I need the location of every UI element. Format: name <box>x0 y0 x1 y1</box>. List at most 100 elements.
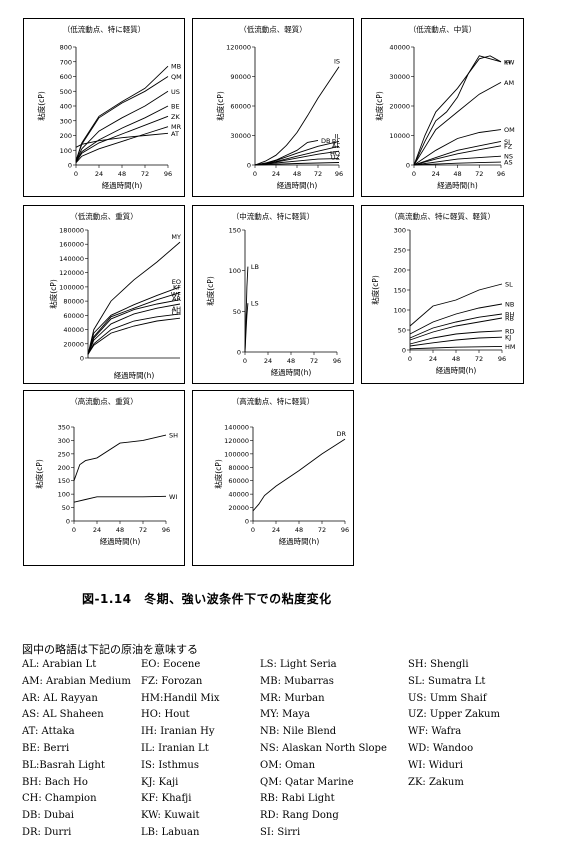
series-label: DR <box>336 430 346 438</box>
y-axis-label: 粘度(cP) <box>374 91 384 121</box>
chart-panel-2: （低流動点、軽質） 0 30000 60000 90000 120000 0 24 48 72 96… <box>192 18 354 197</box>
legend-column-4: SH: Shengli SL: Sumatra Lt US: Umm Shaif UZ… <box>408 657 500 791</box>
legend-entry: BL:Basrah Light <box>22 759 105 771</box>
y-tick-label: 120000 <box>226 44 251 52</box>
series-label: WF <box>171 291 181 299</box>
x-tick-label: 72 <box>141 170 149 178</box>
series-line-US <box>75 90 169 162</box>
series-label: WI <box>169 493 177 501</box>
y-axis-label: 粘度(cP) <box>213 459 223 489</box>
y-tick-label: 300 <box>60 117 72 125</box>
series-line-DR <box>252 438 346 512</box>
x-tick-label: 48 <box>118 170 126 178</box>
y-axis-label: 粘度(cP) <box>205 276 215 306</box>
y-tick-label: 120000 <box>224 437 249 445</box>
series-label: IS <box>334 58 340 66</box>
series-label: KJ <box>505 334 511 342</box>
series-line-SH <box>73 434 167 481</box>
y-tick-label: 140000 <box>59 255 84 263</box>
x-tick-label: 0 <box>72 526 76 534</box>
x-axis-label: 経過時間(h) <box>436 365 477 375</box>
legend-entry: AM: Arabian Medium <box>22 675 131 687</box>
legend-entry: MY: Maya <box>260 709 310 721</box>
x-axis-label: 経過時間(h) <box>271 367 312 377</box>
series-label: SH <box>169 432 178 440</box>
legend-entry: RB: Rabi Light <box>260 793 335 805</box>
legend-entry: SH: Shengli <box>408 659 469 670</box>
y-tick-label: 50 <box>233 308 241 316</box>
series-label: KF <box>173 284 181 292</box>
series-line-MR <box>75 126 169 164</box>
chart-panel-7: （高流動点、重質） 0 50 100 150 200 250 300 350 0 24 48 72 96 経… <box>23 390 185 566</box>
legend-entry: AR: AL Rayyan <box>22 692 98 704</box>
y-tick-label: 500 <box>60 88 72 96</box>
x-tick-label: 72 <box>139 526 147 534</box>
chart-title: （中流動点、特に軽質） <box>232 211 315 221</box>
series-label: NS <box>504 153 513 161</box>
y-tick-label: 80000 <box>228 464 249 472</box>
series-label: BL <box>332 137 340 145</box>
legend-entry: WD: Wandoo <box>408 742 474 754</box>
series-line-AS <box>413 161 502 166</box>
series-label: MB <box>171 63 181 71</box>
legend-entry: CH: Champion <box>22 793 97 805</box>
series-line-AT <box>75 132 169 148</box>
chart-panel-3: （低流動点、中質） 0 10000 20000 30000 40000 0 24 48 72 96 経… <box>361 18 524 197</box>
y-tick-label: 200 <box>58 464 70 472</box>
series-label: OM <box>504 126 515 134</box>
legend-entry: WI: Widuri <box>408 759 463 771</box>
x-tick-label: 48 <box>295 526 303 534</box>
series-label: MR <box>171 123 182 131</box>
x-tick-label: 48 <box>453 170 461 178</box>
series-line-QM <box>75 76 169 161</box>
y-tick-label: 800 <box>60 44 72 52</box>
series-line-LS <box>244 303 249 353</box>
x-tick-label: 0 <box>253 170 257 178</box>
legend-entry: DR: Durri <box>22 826 72 838</box>
series-line-KJ <box>409 336 503 347</box>
x-tick-label: 96 <box>164 170 172 178</box>
chart-svg-8: （高流動点、特に軽質） 0 20000 40000 60000 80000 100000 12… <box>213 396 349 546</box>
x-tick-label: 0 <box>412 170 416 178</box>
legend-entry: BE: Berri <box>22 742 70 754</box>
chart-panel-5: （中流動点、特に軽質） 0 50 100 150 0 24 48 72 96 経過時間(h) 粘度(c… <box>192 205 354 384</box>
series-label: BE <box>171 103 180 111</box>
chart-panel-1: （低流動点、特に軽質） 0 100 200 300 400 500 600 700 800 0 24 4… <box>23 18 185 197</box>
y-tick-label: 100 <box>60 147 72 155</box>
series-line-IS <box>254 66 340 166</box>
series-label: AR <box>172 295 181 303</box>
y-tick-label: 100000 <box>59 283 84 291</box>
x-tick-label: 96 <box>497 170 505 178</box>
x-axis-label: 経過時間(h) <box>114 370 155 380</box>
series-line-WF <box>87 299 181 355</box>
series-label: EO <box>172 278 181 286</box>
y-tick-label: 120000 <box>59 269 84 277</box>
legend-entry: IS: Isthmus <box>141 759 199 771</box>
x-tick-label: 96 <box>498 355 506 363</box>
chart-title: （低流動点、重質） <box>70 211 138 221</box>
series-label: AM <box>504 79 514 87</box>
series-line-IH <box>413 55 502 166</box>
legend-entry: OM: Oman <box>260 759 316 771</box>
y-tick-label: 0 <box>237 349 241 357</box>
y-tick-label: 60000 <box>63 312 84 320</box>
legend-entry: IL: Iranian Lt <box>141 742 209 754</box>
y-axis-label: 粘度(cP) <box>370 275 380 305</box>
x-tick-label: 48 <box>287 357 295 365</box>
series-label: ZK <box>171 113 180 121</box>
x-tick-label: 48 <box>116 526 124 534</box>
y-tick-label: 40000 <box>389 44 410 52</box>
series-line-WI <box>73 495 167 503</box>
series-label: IH <box>504 58 511 66</box>
series-label: LB <box>251 263 259 271</box>
chart-title: （高流動点、特に軽質、軽質） <box>390 211 495 221</box>
y-tick-label: 0 <box>80 355 84 363</box>
series-label: AT <box>171 130 179 138</box>
x-tick-label: 72 <box>318 526 326 534</box>
y-tick-label: 700 <box>60 58 72 66</box>
x-tick-label: 72 <box>475 355 483 363</box>
x-tick-label: 72 <box>475 170 483 178</box>
y-tick-label: 90000 <box>230 73 251 81</box>
legend-entry: QM: Qatar Marine <box>260 776 354 788</box>
x-tick-label: 72 <box>310 357 318 365</box>
